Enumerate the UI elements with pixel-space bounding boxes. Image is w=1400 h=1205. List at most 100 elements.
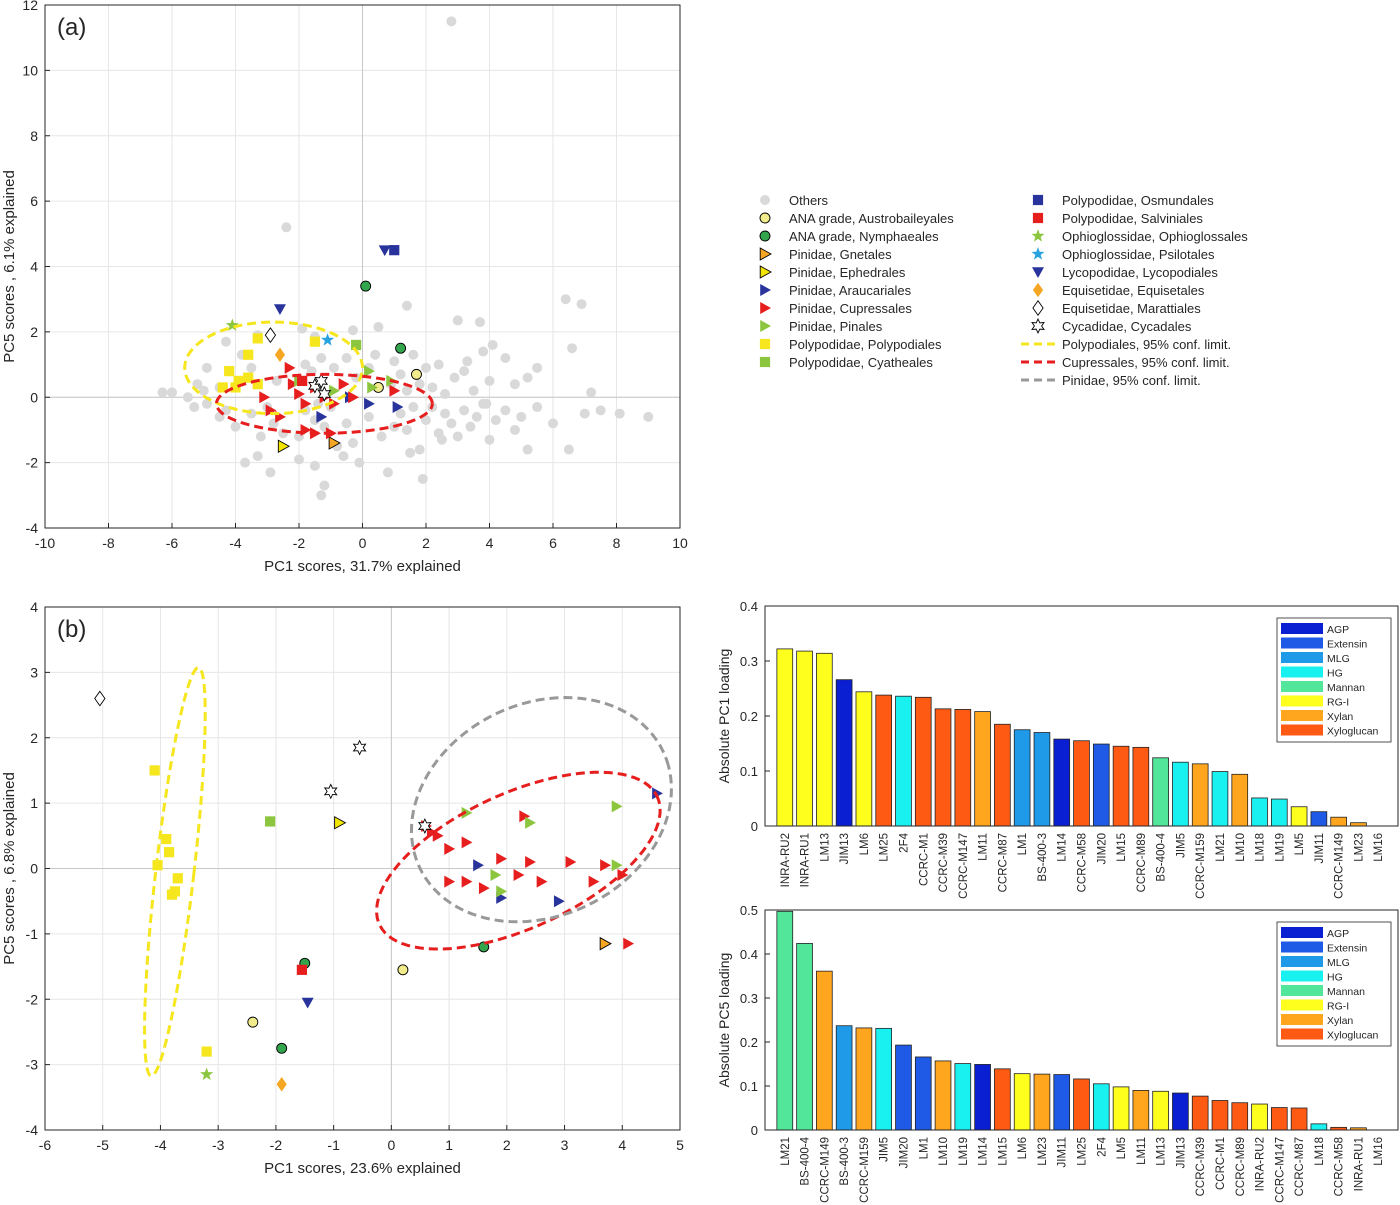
- bar: [796, 943, 813, 1131]
- marker-others: [309, 460, 320, 471]
- bar: [1152, 1090, 1169, 1131]
- category-label: CCRC-M58: [1334, 1137, 1346, 1196]
- marker-others: [452, 431, 463, 442]
- y-tick-label: 10: [22, 62, 38, 78]
- scatter-panel-b: -6 -5 -4 -3 -2 -1 0 1 2 3 4 5 -4 -3 -2 -1 0 1 2 3 4 PC1 score…: [1, 599, 684, 1177]
- bar: [816, 652, 833, 827]
- marker-others: [440, 388, 451, 399]
- marker-pinidae-araucariales: [316, 410, 328, 423]
- legend-marker: [1031, 318, 1045, 334]
- marker-pinidae-araucariales: [392, 401, 404, 414]
- legend-label: Equisetidae, Equisetales: [1062, 283, 1205, 298]
- marker-polypodidae-polypodiales: [224, 366, 235, 377]
- bar: [1033, 1073, 1051, 1131]
- y-tick-label: -3: [26, 1057, 39, 1073]
- legend-label: Mannan: [1327, 986, 1365, 998]
- marker-pinidae-pinales: [496, 885, 508, 898]
- bar: [1271, 1107, 1288, 1131]
- bar: [1211, 771, 1229, 827]
- x-tick-label: -3: [212, 1137, 225, 1153]
- legend-label: Xylan: [1327, 1015, 1353, 1027]
- bar: [1013, 1073, 1031, 1131]
- marker-ana-grade-austrobaileyales: [397, 964, 409, 976]
- marker-pinidae-araucariales: [473, 859, 484, 872]
- y-axis-label: PC5 scores , 6.8% explained: [1, 772, 18, 965]
- marker-pinidae-pinales: [611, 859, 623, 872]
- marker-polypodidae-osmundales: [389, 245, 400, 256]
- marker-pinidae-cupressales: [348, 391, 359, 404]
- bar: [934, 708, 952, 827]
- confidence-ellipse: [409, 696, 673, 924]
- y-tick-label: 8: [30, 128, 38, 144]
- category-label: INRA-RU2: [780, 833, 792, 887]
- category-label: LM25: [879, 833, 891, 862]
- legend-label: ANA grade, Austrobaileyales: [789, 211, 954, 226]
- legend-marker: [760, 195, 770, 205]
- legend-label: MLG: [1327, 957, 1350, 969]
- legend-label: AGP: [1327, 624, 1349, 636]
- marker-pinidae-cupressales: [623, 937, 635, 950]
- bar: [1033, 732, 1051, 827]
- legend-label: HG: [1327, 972, 1343, 984]
- marker-others: [338, 451, 349, 462]
- legend-marker: [1032, 282, 1044, 298]
- category-label: 2F4: [898, 832, 910, 852]
- category-label: BS-400-3: [1037, 833, 1049, 882]
- marker-others: [414, 379, 425, 390]
- marker-others: [255, 431, 266, 442]
- bar: [1211, 1100, 1229, 1131]
- marker-pinidae-cupressales: [513, 869, 525, 882]
- bar: [835, 1025, 853, 1131]
- marker-others: [509, 424, 520, 435]
- marker-others: [198, 385, 209, 396]
- marker-others: [446, 418, 457, 429]
- bar: [1251, 797, 1268, 827]
- marker-polypodidae-polypodiales: [161, 833, 172, 845]
- marker-equisetidae-marattiales: [264, 327, 277, 344]
- marker-others: [509, 379, 520, 390]
- marker-others: [408, 349, 419, 360]
- marker-lycopodidae-lycopodiales: [301, 997, 314, 1009]
- y-tick-label: 0: [30, 389, 38, 405]
- category-label: LM18: [1255, 833, 1267, 862]
- marker-others: [167, 387, 177, 398]
- bar-panel-pc5: LM21 BS-400-4 CCRC-M149 BS-400-3 CCRC-M159 JI…: [716, 903, 1399, 1203]
- y-tick-label: 2: [30, 324, 38, 340]
- legend-label: Polypodidae, Osmundales: [1062, 193, 1214, 208]
- marker-ana-grade-austrobaileyales: [247, 1016, 259, 1028]
- marker-others: [421, 415, 431, 426]
- y-tick-label: 2: [30, 730, 38, 746]
- marker-polypodidae-polypodiales: [252, 333, 263, 344]
- legend-marker: [759, 247, 772, 261]
- legend-swatch: [1281, 695, 1323, 707]
- marker-pinidae-cupressales: [259, 391, 271, 404]
- marker-others: [462, 356, 473, 367]
- category-label: INRA-RU1: [1353, 1137, 1365, 1191]
- legend-swatch: [1281, 985, 1323, 996]
- marker-others: [532, 362, 543, 373]
- x-tick-label: 5: [676, 1137, 684, 1153]
- marker-others: [395, 369, 406, 380]
- marker-others: [220, 336, 231, 347]
- legend-marker: [1032, 212, 1044, 224]
- legend-label: Pinidae, Ephedrales: [789, 265, 906, 280]
- y-tick-label: 4: [30, 259, 38, 275]
- y-tick-label: -2: [26, 455, 39, 471]
- marker-others: [414, 444, 425, 455]
- legend-label: Extensin: [1327, 639, 1367, 651]
- bar: [1231, 773, 1249, 827]
- marker-others: [354, 457, 365, 468]
- marker-others: [401, 385, 412, 396]
- marker-others: [347, 438, 358, 449]
- legend-label: Polypodidae, Polypodiales: [789, 337, 942, 352]
- marker-pinidae-pinales: [525, 816, 536, 829]
- marker-polypodidae-salviniales: [297, 375, 308, 387]
- marker-pinidae-cupressales: [389, 384, 401, 397]
- legend-label: Xyloglucan: [1327, 726, 1379, 738]
- category-label: LM6: [859, 833, 871, 855]
- y-tick-label: 0.5: [740, 903, 758, 918]
- category-label: LM11: [978, 833, 990, 861]
- legend-marker: [759, 230, 771, 242]
- marker-others: [421, 362, 431, 373]
- category-label: LM10: [1235, 833, 1247, 862]
